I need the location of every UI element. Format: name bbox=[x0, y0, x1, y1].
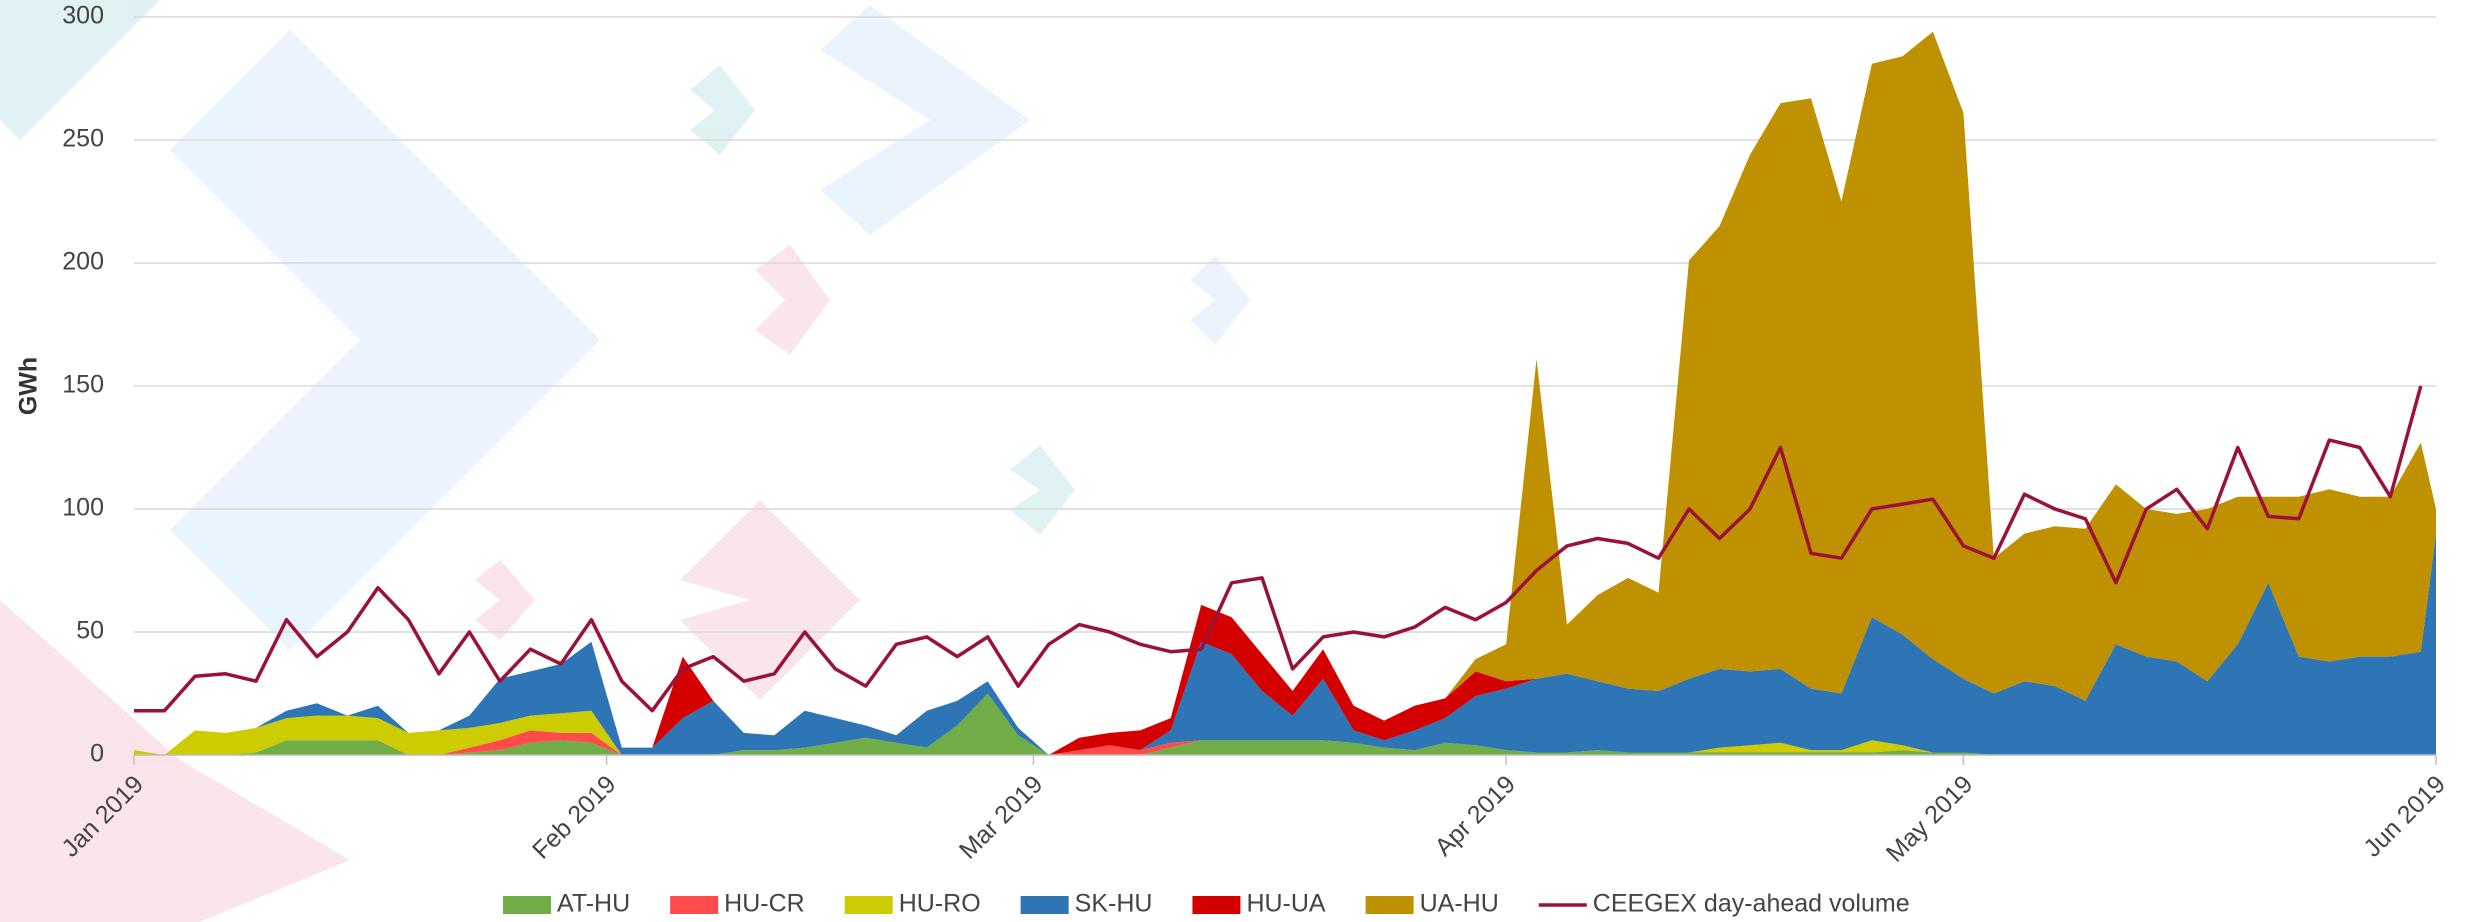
legend-swatch bbox=[503, 896, 551, 914]
y-tick-label: 150 bbox=[62, 371, 104, 399]
area-5 bbox=[134, 31, 2436, 756]
legend-swatch bbox=[1192, 896, 1241, 914]
y-tick-label: 200 bbox=[62, 248, 104, 276]
legend-label: UA-HU bbox=[1420, 890, 1499, 918]
y-tick-label: 100 bbox=[62, 494, 104, 522]
area-2 bbox=[134, 693, 2436, 755]
x-tick-label: Apr 2019 bbox=[1429, 770, 1521, 862]
area-0 bbox=[134, 693, 2436, 755]
y-axis-label: GWh bbox=[15, 357, 43, 415]
legend-swatch bbox=[844, 896, 893, 914]
background-decoration bbox=[0, 0, 1250, 922]
legend-label: AT-HU bbox=[557, 890, 630, 918]
y-tick-label: 50 bbox=[76, 617, 104, 645]
legend-label: HU-CR bbox=[724, 890, 805, 918]
area-3 bbox=[134, 533, 2436, 755]
x-tick-label: Jun 2019 bbox=[2358, 770, 2451, 863]
y-tick-label: 0 bbox=[90, 740, 104, 768]
x-tick-label: Feb 2019 bbox=[527, 770, 621, 864]
y-tick-label: 250 bbox=[62, 125, 104, 153]
legend-label: HU-RO bbox=[899, 890, 981, 918]
legend-label: CEEGEX day-ahead volume bbox=[1593, 890, 1910, 918]
area-4 bbox=[134, 533, 2436, 755]
x-tick-label: May 2019 bbox=[1881, 770, 1978, 867]
x-tick-label: Mar 2019 bbox=[954, 770, 1048, 864]
y-tick-label: 300 bbox=[62, 2, 104, 30]
line bbox=[134, 385, 2423, 713]
legend-label: HU-UA bbox=[1246, 890, 1325, 918]
legend-swatch bbox=[670, 896, 719, 914]
legend-swatch bbox=[1020, 896, 1069, 914]
legend-swatch bbox=[1365, 896, 1414, 914]
legend-label: SK-HU bbox=[1075, 890, 1153, 918]
